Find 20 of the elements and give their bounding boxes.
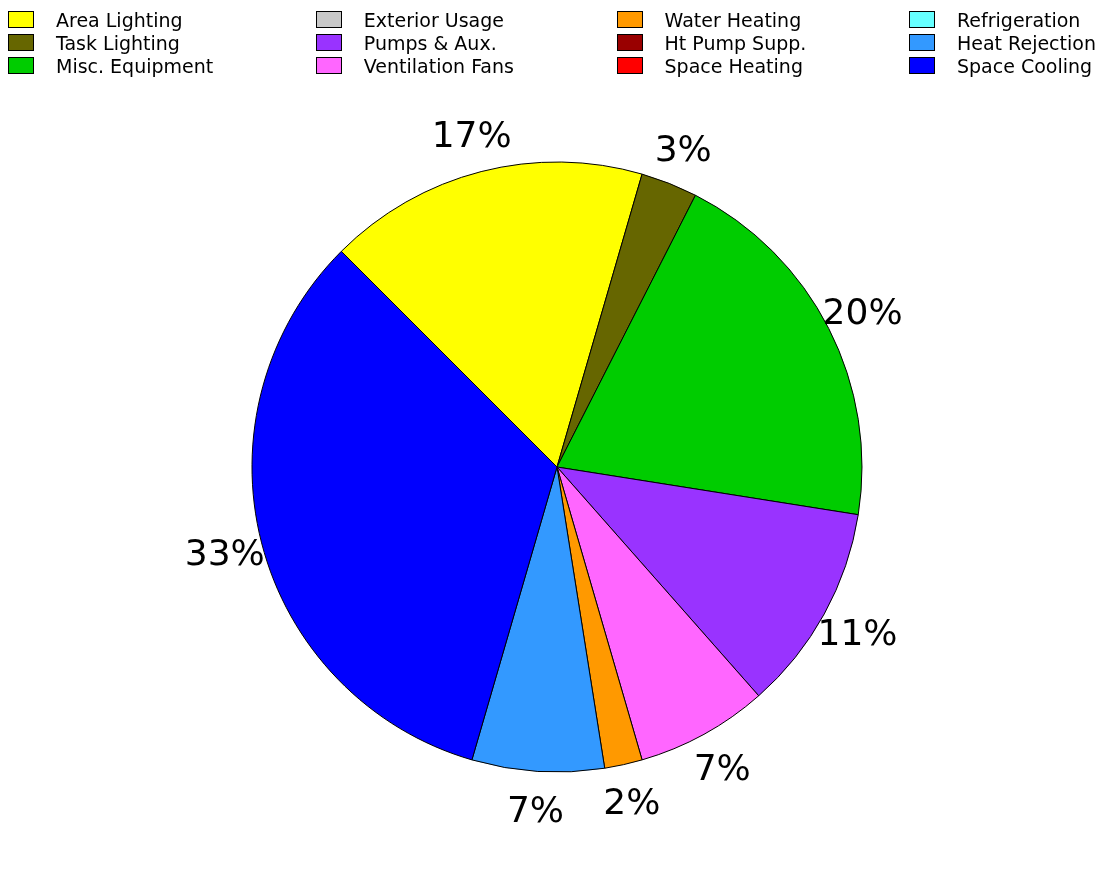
legend-label: Area Lighting (56, 8, 183, 31)
legend-label: Task Lighting (56, 31, 180, 54)
legend-label: Refrigeration (957, 8, 1081, 31)
data-label: 7% (693, 747, 751, 789)
data-label: 3% (654, 127, 712, 169)
legend-label: Water Heating (664, 8, 802, 31)
data-label: 17% (431, 114, 512, 156)
data-label: 7% (506, 788, 565, 830)
legend-label: Ht Pump Supp. (664, 31, 807, 54)
legend-label: Space Heating (664, 54, 803, 77)
legend-label: Exterior Usage (363, 8, 504, 31)
data-label: 11% (817, 611, 898, 653)
legend-label: Pumps & Aux. (363, 31, 497, 54)
legend-label: Space Cooling (957, 54, 1093, 77)
legend-label: Ventilation Fans (363, 54, 514, 77)
data-label: 20% (822, 290, 903, 332)
data-label: 2% (603, 781, 661, 823)
data-label: 33% (184, 531, 265, 573)
legend-label: Heat Rejection (957, 31, 1096, 54)
legend-label: Misc. Equipment (56, 54, 214, 77)
